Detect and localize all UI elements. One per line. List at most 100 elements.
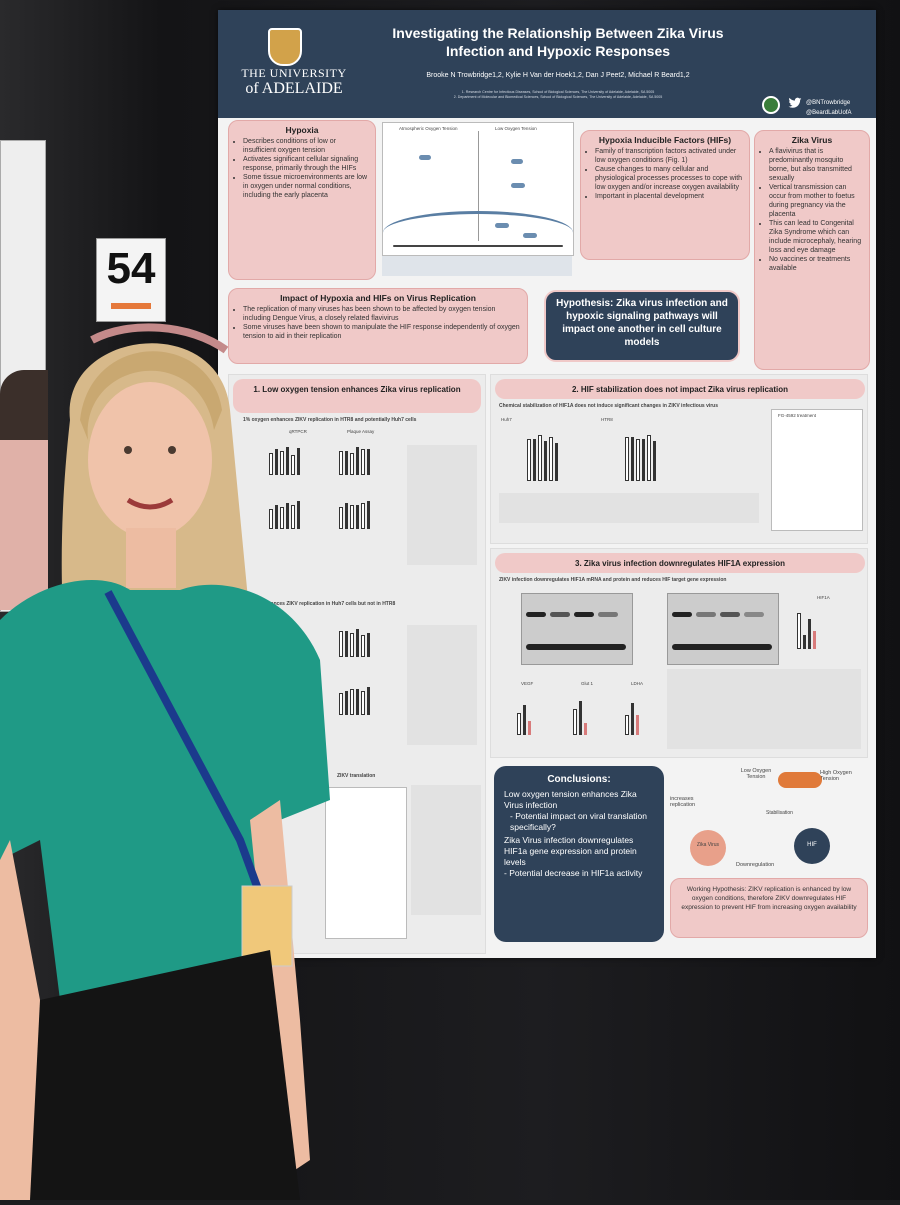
hypoxia-item: Describes conditions of low or insuffici… [243, 137, 369, 155]
bar-chart-glut1 [573, 695, 587, 735]
bar-chart-hif1a [797, 609, 816, 649]
model-hif: HIF [807, 842, 817, 848]
poster-number: 54 [106, 244, 156, 293]
poster-affiliations: 1. Research Centre for Infectious Diseas… [453, 90, 663, 99]
bar-chart-plaque-3 [339, 627, 370, 657]
conclusions-title: Conclusions: [547, 774, 611, 785]
hifs-item: Cause changes to many cellular and physi… [595, 165, 743, 192]
conclusions-box: Conclusions: Low oxygen tension enhances… [494, 766, 664, 942]
hifs-box: Hypoxia Inducible Factors (HIFs) Family … [580, 130, 750, 260]
bar-chart-huh7-fg4592 [527, 431, 558, 481]
label-ldha: LDHA [631, 681, 644, 686]
social-handles: @BNTrowbridge @BeardLabUofA [806, 100, 852, 116]
hypoxia-item: Some tissue microenvironments are low in… [243, 173, 369, 200]
fig1-label-left: Atmospheric Oxygen Tension [399, 126, 458, 131]
western-blot-b [667, 593, 779, 665]
western-blot-a [521, 593, 633, 665]
university-name-line2: of ADELAIDE [245, 80, 343, 97]
bar-chart-qrtpcr-2 [269, 499, 300, 529]
zika-item: This can lead to Congenital Zika Syndrom… [769, 219, 863, 255]
figure-1-hif-pathway: Atmospheric Oxygen Tension Low Oxygen Te… [382, 122, 574, 256]
label-plaque-assay: Plaque Assay [347, 429, 375, 434]
model-high-o2: High Oxygen Tension [820, 770, 852, 782]
section-1-subtitle-b: oxygen enhances ZIKV replication in Huh7… [243, 601, 396, 607]
section-2-subtitle: Chemical stabilization of HIF1A does not… [499, 403, 719, 409]
figure-6-caption [667, 669, 861, 749]
hypothesis-box: Hypothesis: Zika virus infection and hyp… [544, 290, 740, 362]
bar-chart-plaque-1 [339, 445, 370, 475]
university-name-line1: THE UNIVERSITY [241, 66, 347, 80]
impact-item: Some viruses have been shown to manipula… [243, 323, 521, 341]
conclusions-line: Low oxygen tension enhances Zika Virus i… [504, 789, 637, 810]
section-3-panel: 3. Zika virus infection downregulates HI… [490, 548, 868, 758]
bar-chart-vegf [517, 695, 531, 735]
section-3-title: 3. Zika virus infection downregulates HI… [495, 553, 865, 573]
impact-box: Impact of Hypoxia and HIFs on Virus Repl… [228, 288, 528, 364]
hif-icon [794, 828, 830, 864]
zika-item: Vertical transmission can occur from mot… [769, 183, 863, 219]
poster-authors: Brooke N Trowbridge1,2, Kylie H Van der … [426, 72, 690, 79]
conclusions-line: - Potential decrease in HIF1a activity [504, 868, 643, 878]
model-increases: increases replication [670, 796, 696, 808]
section-2-title: 2. HIF stabilization does not impact Zik… [495, 379, 865, 399]
poster-number-card: 54 [96, 238, 166, 322]
zika-virus-icon [690, 830, 726, 866]
label-huh7: Huh7 [501, 417, 512, 422]
section-1-subtitle-a: 1% oxygen enhances ZIKV replication in H… [243, 417, 417, 423]
figure-5-fg4592-diagram: FG-4592 treatment [771, 409, 863, 531]
label-htr8: HTR8 [601, 417, 613, 422]
university-crest-icon [268, 28, 302, 66]
bar-chart-qrtpcr-1 [269, 445, 300, 475]
poster-header: THE UNIVERSITY of ADELAIDE Investigating… [218, 10, 876, 118]
figure-3-caption [407, 625, 477, 745]
lab-logo-icon [762, 96, 780, 114]
zika-item: No vaccines or treatments available [769, 255, 863, 273]
section-1-title: 1. Low oxygen tension enhances Zika viru… [233, 379, 481, 413]
zika-title: Zika Virus [791, 135, 833, 145]
oxygen-molecule-icon [778, 772, 822, 788]
label-fg4592-treatment: FG-4592 treatment [778, 413, 817, 418]
figure-1-caption [382, 256, 572, 276]
conclusions-line: Zika Virus infection downregulates HIF1a… [504, 835, 637, 867]
model-stabilisation: Stabilisation [766, 810, 793, 816]
model-low-o2: Low Oxygen Tension [740, 768, 772, 780]
figure-4-line-chart [325, 787, 407, 939]
label-vegf: VEGF [521, 681, 534, 686]
working-model-diagram: Low Oxygen Tension High Oxygen Tension i… [670, 766, 870, 876]
model-downregulation: Downregulation [736, 862, 775, 868]
bar-chart-htr8-fg4592 [625, 431, 656, 481]
impact-title: Impact of Hypoxia and HIFs on Virus Repl… [280, 293, 476, 303]
hifs-title: Hypoxia Inducible Factors (HIFs) [598, 135, 732, 145]
hypothesis-text: Hypothesis: Zika virus infection and hyp… [556, 298, 728, 348]
zika-virus-box: Zika Virus A flavivirus that is predomin… [754, 130, 870, 370]
impact-item: The replication of many viruses has been… [243, 305, 521, 323]
hypoxia-title: Hypoxia [285, 125, 319, 135]
section-1-panel: 1. Low oxygen tension enhances Zika viru… [228, 374, 486, 954]
research-poster: THE UNIVERSITY of ADELAIDE Investigating… [218, 10, 876, 958]
model-zika: Zika Virus [696, 842, 720, 848]
fig1-label-right: Low Oxygen Tension [495, 126, 537, 131]
twitter-icon [788, 96, 802, 110]
presenter-person [0, 300, 360, 1200]
hifs-item: Important in placental development [595, 192, 743, 201]
working-hypothesis-text: Working Hypothesis: ZIKV replication is … [681, 886, 857, 911]
label-qrtpcr: qRTPCR [289, 429, 307, 434]
section-3-subtitle: ZIKV infection downregulates HIF1A mRNA … [499, 577, 727, 583]
section-1-subtitle-c: ZIKV translation [337, 773, 376, 779]
hifs-item: Family of transcription factors activate… [595, 147, 743, 165]
zika-item: A flavivirus that is predominantly mosqu… [769, 147, 863, 183]
adjacent-person [0, 370, 48, 610]
section-2-panel: 2. HIF stabilization does not impact Zik… [490, 374, 868, 544]
label-glut1: Glut 1 [581, 681, 594, 686]
figure-5-caption [499, 493, 759, 523]
bar-chart-plaque-4 [339, 685, 370, 715]
hypoxia-box: Hypoxia Describes conditions of low or i… [228, 120, 376, 280]
working-hypothesis-box: Working Hypothesis: ZIKV replication is … [670, 878, 868, 938]
conclusions-line: - Potential impact on viral translation … [510, 811, 648, 832]
figure-2-caption [407, 445, 477, 565]
label-hif1a: HIF1A [817, 595, 830, 600]
figure-4-caption [411, 785, 481, 915]
poster-title: Investigating the Relationship Between Z… [392, 25, 724, 59]
hypoxia-item: Activates significant cellular signaling… [243, 155, 369, 173]
bar-chart-ldha [625, 695, 639, 735]
